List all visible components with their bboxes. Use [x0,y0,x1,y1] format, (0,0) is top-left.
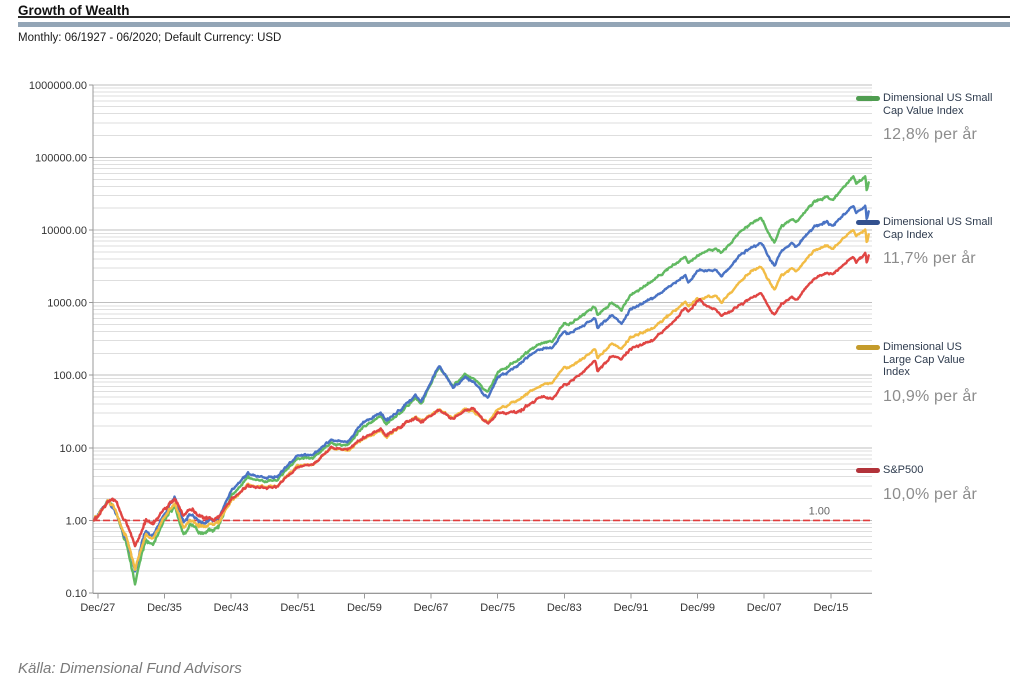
svg-text:1000000.00: 1000000.00 [29,80,87,92]
svg-text:1.00: 1.00 [809,505,830,517]
svg-text:10000.00: 10000.00 [41,225,87,237]
legend-swatch-small-cap-icon [856,220,880,225]
svg-text:Dec/27: Dec/27 [80,602,115,614]
svg-text:Dec/75: Dec/75 [480,602,515,614]
title-rule [18,16,1010,18]
legend-name-line: Dimensional US [883,341,962,353]
svg-text:Dec/91: Dec/91 [614,602,649,614]
svg-text:Dec/67: Dec/67 [414,602,449,614]
legend-cagr-value: 12,8% per år [883,126,978,143]
svg-text:Dec/99: Dec/99 [680,602,715,614]
legend-swatch-large-cap-value-icon [856,345,880,350]
svg-text:Dec/83: Dec/83 [547,602,582,614]
svg-text:Dec/43: Dec/43 [214,602,249,614]
legend-name-line: Cap Index [883,228,934,241]
svg-text:Dec/59: Dec/59 [347,602,382,614]
legend-entry-small-cap: Dimensional US Small Cap Index 11,7% per… [856,216,1020,268]
svg-text:Dec/35: Dec/35 [147,602,182,614]
legend-name-line: Large Cap Value [883,353,965,366]
legend-cagr-value: 10,0% per år [883,485,978,503]
legend-entry-small-cap-value: Dimensional US Small Cap Value Index 12,… [856,92,1020,144]
svg-text:Dec/07: Dec/07 [747,602,782,614]
svg-text:1.00: 1.00 [66,515,87,527]
legend-name-line: Dimensional US Small [883,216,993,228]
chart-subtitle: Monthly: 06/1927 - 06/2020; Default Curr… [18,32,282,44]
svg-text:Dec/51: Dec/51 [280,602,315,614]
svg-text:100.00: 100.00 [53,370,87,382]
svg-text:10.00: 10.00 [59,443,87,455]
legend-name-line: S&P500 [883,464,924,476]
svg-text:Dec/15: Dec/15 [813,602,848,614]
page-title: Growth of Wealth [18,3,130,18]
legend-name-line: Dimensional US Small [883,92,993,104]
svg-text:1000.00: 1000.00 [47,298,87,310]
legend-swatch-small-cap-value-icon [856,96,880,101]
legend-entry-sp500: S&P500 10,0% per år [856,464,1020,504]
legend-cagr-value: 11,7% per år [883,250,976,267]
legend-name-line: Cap Value Index [883,104,964,117]
legend-cagr-value: 10,9% per år [883,387,978,405]
legend-series-name: Dimensional US Large Cap Value Index [883,341,965,379]
svg-text:100000.00: 100000.00 [35,152,87,164]
legend-series-name: Dimensional US Small Cap Value Index [883,92,992,117]
legend-entry-large-cap-value: Dimensional US Large Cap Value Index 10,… [856,341,1020,406]
source-attribution: Källa: Dimensional Fund Advisors [18,660,242,677]
svg-text:0.10: 0.10 [66,588,87,600]
divider-bar [18,21,1010,27]
legend-swatch-sp500-icon [856,468,880,473]
legend-series-name: S&P500 [883,464,923,477]
legend-name-line: Index [883,366,910,378]
legend-series-name: Dimensional US Small Cap Index [883,216,992,241]
